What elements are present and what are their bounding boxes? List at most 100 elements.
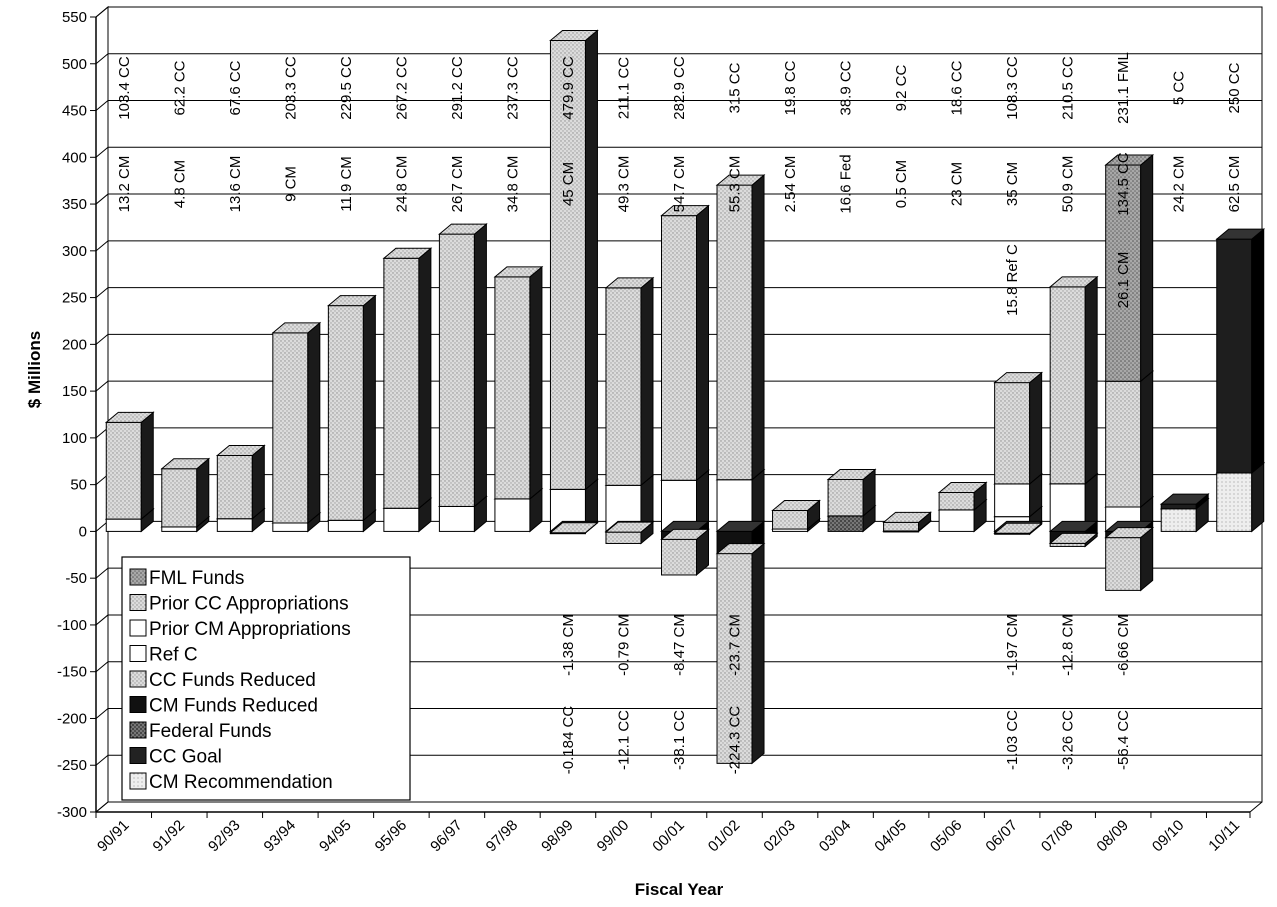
bar-front	[494, 498, 531, 532]
bar-side	[1251, 461, 1265, 533]
bar-top	[826, 469, 877, 481]
bar-front	[1105, 537, 1142, 591]
bar-segment	[715, 174, 766, 481]
x-tick-label: 04/05	[871, 817, 910, 856]
legend-item: CM Funds Reduced	[129, 696, 318, 717]
y-tick-label: -50	[65, 570, 87, 587]
legend-item: Ref C	[129, 645, 198, 666]
bar-side	[1251, 228, 1265, 475]
x-tick-label: 95/96	[372, 817, 411, 856]
y-tick-label: 250	[62, 290, 87, 307]
y-tick-label: 150	[62, 383, 87, 400]
gridline-side	[95, 567, 109, 579]
bar-side	[140, 411, 154, 521]
gridline-side	[95, 146, 109, 158]
value-annotation: -12.8 CM	[1060, 614, 1077, 676]
value-annotation: 9 CM	[282, 166, 299, 202]
bar-side	[473, 223, 487, 508]
bar-segment	[326, 294, 377, 522]
x-tick-label: 97/98	[483, 817, 522, 856]
bar-front	[1049, 286, 1086, 485]
value-annotation: -3.26 CC	[1060, 710, 1077, 770]
y-tick-label: 200	[62, 336, 87, 353]
bar-top	[215, 444, 266, 456]
bar-front	[272, 332, 309, 524]
bar-top	[604, 277, 655, 289]
bar-segment	[549, 29, 599, 491]
bar-top	[937, 482, 988, 494]
bar-side	[751, 174, 765, 481]
bar-segment	[1048, 275, 1099, 485]
value-annotation: 11.9 CM	[338, 156, 355, 212]
value-annotation: 35 CM	[1004, 162, 1021, 206]
bar-top	[1104, 527, 1155, 539]
legend-label: CC Funds Reduced	[149, 670, 316, 691]
bar-segment	[604, 276, 655, 487]
value-annotation: 108.3 CC	[1004, 56, 1021, 120]
bar-segment	[882, 511, 932, 533]
x-tick-label: 92/93	[205, 817, 244, 856]
bar-segment	[993, 371, 1044, 485]
gridline-side	[95, 193, 109, 205]
value-annotation: -0.184 CC	[560, 706, 577, 775]
value-annotation: 315 CC	[727, 62, 744, 113]
bar-side	[196, 457, 210, 528]
gridline-side	[95, 754, 109, 766]
bar-front	[105, 421, 142, 520]
bar-top	[604, 521, 655, 533]
value-annotation: 291.2 CC	[449, 56, 466, 120]
bar-front	[1160, 508, 1197, 532]
bar-top	[882, 511, 932, 523]
bar-front	[938, 509, 975, 532]
value-annotation: 250 CC	[1226, 62, 1243, 113]
value-annotation: 13.6 CM	[227, 156, 244, 213]
x-tick-label: 06/07	[982, 817, 1021, 856]
bar-front	[327, 519, 364, 532]
value-annotation: 18.6 CC	[949, 60, 966, 115]
value-annotation: -8.47 CM	[671, 614, 688, 676]
value-annotation: 211.1 CC	[615, 57, 632, 119]
bar-front	[1216, 238, 1253, 474]
legend-swatch	[129, 747, 147, 764]
value-annotation: 267.2 CC	[393, 56, 410, 120]
value-annotation: 15.8 Ref C	[1004, 244, 1021, 316]
y-tick-label: 0	[79, 523, 87, 540]
value-annotation: 49.3 CM	[615, 156, 632, 213]
legend-label: CC Goal	[149, 747, 222, 768]
bar-top	[160, 458, 211, 470]
y-tick-label: 50	[70, 477, 87, 494]
legend: FML Funds Prior CC Appropriations Prior CM…	[121, 556, 411, 801]
x-tick-label: 03/04	[816, 817, 855, 856]
y-axis-title: $ Millions	[25, 331, 44, 408]
y-tick-label: -100	[57, 617, 87, 634]
bar-top	[1048, 532, 1099, 544]
bar-top	[660, 528, 710, 540]
bar-segment	[382, 247, 433, 510]
bar-top	[493, 266, 544, 278]
bar-top	[993, 522, 1044, 534]
bar-side	[584, 29, 598, 491]
x-tick-label: 90/91	[94, 817, 133, 856]
y-tick-label: 550	[62, 9, 87, 26]
value-annotation: 5 CC	[1171, 71, 1188, 105]
bar-segment	[160, 457, 211, 528]
bar-front	[383, 507, 420, 532]
bar-front	[938, 492, 975, 511]
legend-item: CM Recommendation	[129, 772, 333, 793]
gridline-side	[95, 333, 109, 345]
bar-segment	[438, 223, 488, 508]
value-annotation: 50.9 CM	[1060, 156, 1077, 213]
bar-front	[605, 287, 642, 486]
bar-front	[105, 518, 142, 532]
bar-top	[549, 29, 599, 41]
x-tick-label: 00/01	[649, 817, 688, 856]
legend-swatch	[129, 670, 147, 688]
value-annotation: 2.54 CM	[782, 156, 799, 213]
bar-side	[418, 247, 432, 510]
legend-swatch	[129, 619, 147, 637]
x-axis-corner	[1249, 801, 1263, 813]
bar-top	[1104, 154, 1155, 166]
legend-label: FML Funds	[149, 568, 244, 589]
